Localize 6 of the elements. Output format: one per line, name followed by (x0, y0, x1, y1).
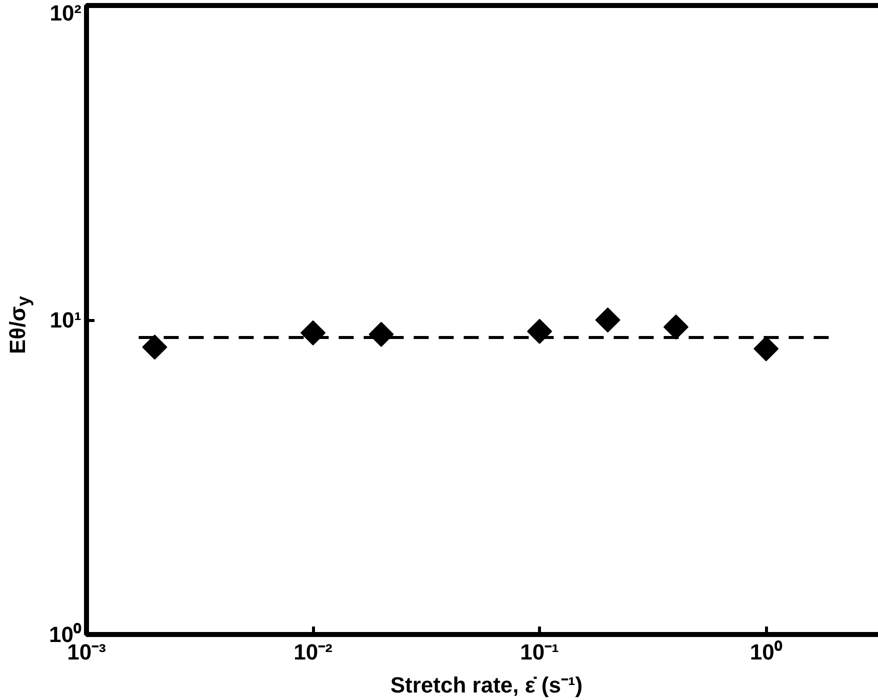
x-tick-label: 10⁻² (294, 640, 332, 664)
y-tick-label: 10² (50, 0, 82, 26)
x-tick-label: 10⁻¹ (520, 640, 559, 664)
y-tick-label: 10¹ (50, 308, 82, 332)
x-axis-title: Stretch rate, ε̇ (s⁻¹) (390, 672, 583, 698)
x-tick-label: 10⁰ (750, 640, 782, 664)
